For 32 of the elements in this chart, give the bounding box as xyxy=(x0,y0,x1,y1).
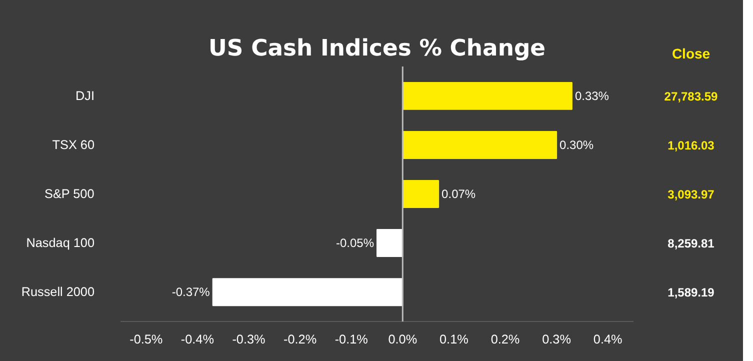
data-label: 0.33% xyxy=(574,88,610,103)
x-tick-label: -0.5% xyxy=(130,332,163,346)
y-tick-label: Nasdaq 100 xyxy=(26,236,95,250)
chart-title: US Cash Indices % Change xyxy=(208,36,546,62)
bar xyxy=(402,180,440,208)
data-label: 0.30% xyxy=(560,138,594,152)
x-tick-label: -0.1% xyxy=(334,332,368,346)
x-tick-label: -0.4% xyxy=(180,332,214,346)
text: 3,093.97 xyxy=(668,188,715,202)
bar xyxy=(212,278,404,306)
bar xyxy=(402,130,558,159)
text: 27,783.59 xyxy=(664,89,718,104)
y-tick-label: S&P 500 xyxy=(44,187,94,201)
text: 1,589.19 xyxy=(668,286,715,300)
text: 1,016.03 xyxy=(668,138,715,152)
bar xyxy=(376,229,404,258)
data-label: -0.05% xyxy=(336,236,374,250)
bar xyxy=(402,82,572,110)
x-tick-label: -0.3% xyxy=(232,332,266,346)
data-label: 0.07% xyxy=(442,187,476,201)
text: 8,259.81 xyxy=(668,236,715,251)
x-tick-label: 0.1% xyxy=(440,332,468,346)
x-tick-label: 0.2% xyxy=(490,332,520,346)
x-tick-label: 0.3% xyxy=(542,332,571,346)
y-tick-label: Russell 2000 xyxy=(21,285,95,300)
y-tick-label: DJI xyxy=(76,88,94,103)
y-tick-label: TSX 60 xyxy=(52,138,95,152)
x-tick-label: 0.0% xyxy=(388,332,418,346)
x-tick-label: 0.4% xyxy=(593,332,622,346)
text: Close xyxy=(672,46,710,62)
data-label: -0.37% xyxy=(172,285,210,300)
x-tick-label: -0.2% xyxy=(284,332,317,346)
